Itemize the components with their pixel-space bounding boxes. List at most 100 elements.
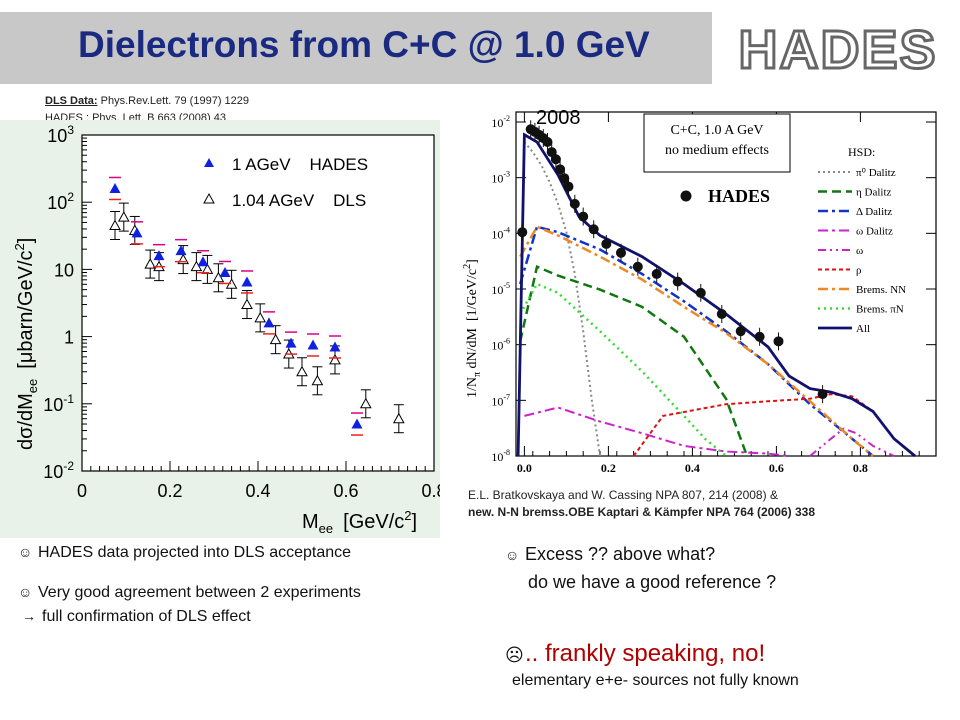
legend-label: ω: [856, 245, 863, 257]
hades-point: [197, 256, 209, 267]
left-y-tick-label: 10: [54, 260, 74, 280]
hades-dot-point: [754, 331, 765, 342]
left-ylabel-close: ]: [15, 238, 37, 244]
dls-point: [117, 211, 130, 222]
hades-dot-point: [550, 154, 561, 165]
right-x-tick-label: 0.8: [853, 461, 868, 475]
legend-hades-marker: [204, 158, 214, 167]
hades-point: [219, 266, 231, 277]
series-line: [809, 427, 895, 457]
left-y-tick-label: 10-1: [43, 392, 74, 415]
series-line: [519, 225, 874, 457]
hades-point: [109, 182, 121, 193]
right-y-tick-label: 10-4: [491, 225, 510, 241]
right-x-tick-label: 0.2: [601, 461, 616, 475]
right-y-tick-label: 10-5: [491, 281, 510, 297]
svg-text:1/Nπ dN/dM [1/GeV/c2]: 1/Nπ dN/dM [1/GeV/c2]: [462, 259, 483, 398]
dls-point: [254, 311, 267, 323]
series-line: [524, 406, 790, 457]
legend-label: ρ: [856, 265, 862, 277]
left-xlabel: Mee [GeV/c2]: [302, 508, 417, 536]
hades-dot-point: [672, 276, 683, 287]
info-line1: C+C, 1.0 A GeV: [670, 123, 763, 138]
legend-hades-dot-label: HADES: [708, 186, 770, 206]
left-x-tick-label: 0: [77, 481, 87, 501]
legend-label: All: [856, 323, 870, 335]
series-line: [523, 141, 601, 457]
bullet-reference: do we have a good reference ?: [528, 572, 777, 592]
legend-label: ω Dalitz: [856, 226, 893, 238]
hades-point: [285, 337, 297, 348]
dls-point: [296, 365, 308, 377]
right-ylabel-sub: π: [472, 372, 483, 377]
dls-point: [212, 271, 225, 283]
bullet-agreement-text: Very good agreement between 2 experiment…: [38, 584, 361, 601]
hades-dot-point: [601, 238, 612, 249]
right-y-tick-label: 10-8: [491, 448, 510, 464]
dls-point: [359, 397, 372, 409]
right-chart: 10-2 10-3 10-4 10-5 10-6 10-7 10-8 0.0 0.2 0.4 0.6…: [460, 98, 955, 490]
title-bar: [0, 12, 712, 84]
info-line2: no medium effects: [665, 143, 769, 158]
year-label: 2008: [536, 107, 581, 129]
left-x-tick-label: 0.4: [245, 481, 270, 501]
bullet-excess: ☺ Excess ?? above what?: [505, 544, 715, 565]
left-x-tick-label: 0.6: [333, 481, 358, 501]
left-y-tick-label: 102: [47, 190, 74, 213]
legend-title-hsd: HSD:: [848, 145, 875, 159]
legend-label: η Dalitz: [856, 187, 891, 199]
bullet-confirmation: → full confirmation of DLS effect: [22, 608, 251, 626]
hades-dot-point: [817, 389, 828, 400]
legend-hades-dot: [680, 190, 692, 202]
bullet-confirmation-text: full confirmation of DLS effect: [42, 608, 251, 625]
bullet-elementary: elementary e+e- sources not fully known: [512, 672, 799, 689]
right-x-tick-label: 0.6: [769, 461, 784, 475]
left-ylabel-sub: ee: [25, 379, 40, 393]
dls-point: [311, 374, 324, 386]
right-ylabel-main: 1/N: [465, 377, 480, 398]
right-ylabel-rest: dN/dM [1/GeV/c: [465, 269, 480, 372]
left-xlabel-close: ]: [412, 511, 418, 533]
left-xlabel-unit: [GeV/c: [343, 511, 404, 533]
frowny-icon: ☹: [505, 645, 524, 665]
dls-point: [144, 258, 157, 269]
series-line: [518, 264, 749, 457]
hades-point: [153, 250, 165, 261]
left-ylabel-main: dσ/dM: [15, 393, 37, 450]
svg-text:Mee[GeV/c2]: Mee [GeV/c2]: [302, 508, 417, 536]
bullet-hades-projection-text: HADES data projected into DLS acceptance: [38, 544, 352, 561]
legend-hades-label: 1 AGeV HADES: [232, 155, 368, 174]
series-line: [519, 225, 874, 457]
hades-dot-point: [563, 181, 574, 192]
legend-label: Δ Dalitz: [856, 206, 892, 218]
hades-dot-point: [716, 308, 727, 319]
right-ylabel-sup: 2: [462, 264, 473, 269]
left-y-tick-label: 103: [47, 123, 74, 146]
left-xlabel-m: M: [302, 511, 319, 533]
bullet-frankly-text: .. frankly speaking, no!: [525, 640, 766, 667]
right-y-tick-label: 10-6: [491, 337, 510, 353]
hades-point: [131, 227, 143, 238]
hades-dot-point: [588, 224, 599, 235]
bullet-frankly: ☹.. frankly speaking, no!: [505, 640, 765, 668]
hades-point: [263, 317, 275, 328]
left-x-tick-label: 0.2: [157, 481, 182, 501]
hades-point: [175, 245, 187, 256]
smiley-icon: ☺: [505, 547, 520, 563]
right-y-tick-label: 10-3: [491, 170, 510, 186]
hades-dot-point: [517, 227, 528, 238]
hades-point: [329, 341, 341, 352]
svg-text:dσ/dMee[μbarn/GeV/c2]: dσ/dMee [μbarn/GeV/c2]: [12, 238, 40, 450]
reference-dls-label: DLS Data:: [45, 95, 98, 107]
right-y-tick-label: 10-7: [491, 392, 510, 408]
legend-dls-marker: [203, 192, 215, 204]
arrow-right-icon: →: [22, 608, 36, 624]
dls-point: [329, 353, 341, 365]
legend-label: π⁰ Dalitz: [856, 167, 896, 179]
left-y-tick-label: 1: [64, 328, 74, 348]
left-xlabel-sup: 2: [404, 508, 411, 523]
right-ylabel: 1/Nπ dN/dM [1/GeV/c2]: [462, 259, 483, 398]
hades-point: [241, 276, 253, 287]
hades-dot-point: [735, 326, 746, 337]
